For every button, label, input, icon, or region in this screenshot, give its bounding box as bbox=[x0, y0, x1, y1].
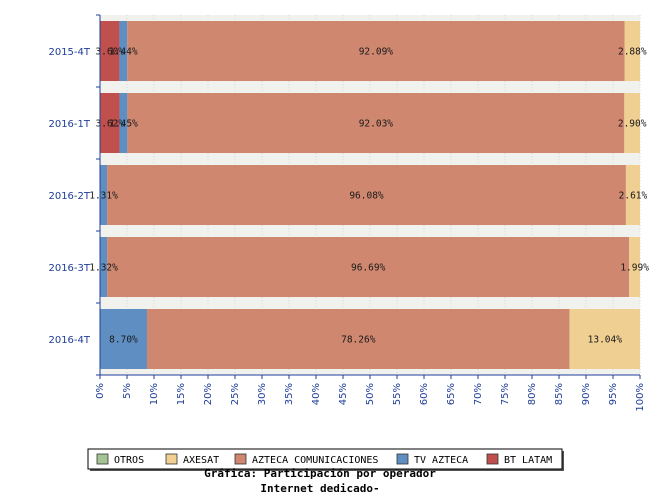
bar-axesat-2016-1t bbox=[624, 93, 640, 153]
x-tick-label: 40% bbox=[311, 383, 322, 405]
x-tick-label: 15% bbox=[176, 383, 187, 405]
bar-tv-azteca-2015-4t bbox=[119, 21, 128, 81]
x-tick-label: 55% bbox=[392, 383, 403, 405]
data-label: 13.04% bbox=[588, 335, 623, 346]
x-tick-label: 95% bbox=[608, 383, 619, 405]
data-label: 1.99% bbox=[620, 263, 649, 274]
bars-layer bbox=[100, 21, 641, 369]
legend-swatch bbox=[96, 453, 109, 465]
tick-labels-layer: 0% 5% 10% 15% 20% 25% 30% 35% 40% 45% 50% 55% 60% 65%… bbox=[95, 383, 646, 412]
bar-tv-azteca-2016-4t bbox=[100, 309, 147, 369]
x-tick-label: 10% bbox=[149, 383, 160, 405]
bar-axesat-2016-3t bbox=[629, 237, 640, 297]
legend-swatch bbox=[396, 453, 409, 465]
data-label: 96.69% bbox=[351, 263, 386, 274]
bar-axesat-2016-2t bbox=[625, 165, 640, 225]
bar-azteca-comunicaciones-2016-3t bbox=[107, 237, 630, 297]
legend-swatch bbox=[234, 453, 247, 465]
bar-tv-azteca-2016-2t bbox=[100, 165, 108, 225]
data-label: 92.03% bbox=[359, 119, 394, 130]
bar-tv-azteca-2016-3t bbox=[100, 237, 108, 297]
x-tick-label: 65% bbox=[446, 383, 457, 405]
legend-box bbox=[87, 448, 563, 470]
bar-bt-latam-2016-1t bbox=[100, 93, 120, 153]
data-label: 96.08% bbox=[349, 191, 384, 202]
category-labels-layer: 2015-4T 2016-1T 2016-2T 2016-3T 2016-4T bbox=[48, 47, 90, 346]
axes-layer bbox=[96, 14, 641, 379]
bar-azteca-comunicaciones-2015-4t bbox=[127, 21, 625, 81]
bar-bt-latam-2015-4t bbox=[100, 21, 120, 81]
x-tick-label: 45% bbox=[338, 383, 349, 405]
legend-label: AXESAT bbox=[183, 455, 219, 466]
bar-azteca-comunicaciones-2016-4t bbox=[146, 309, 570, 369]
data-label: 3.60% bbox=[95, 47, 124, 58]
category-label: 2016-2T bbox=[48, 191, 90, 202]
category-label: 2016-4T bbox=[48, 335, 90, 346]
x-tick-label: 5% bbox=[122, 383, 133, 399]
bar-tv-azteca-2016-1t bbox=[119, 93, 128, 153]
legend: OTROS AXESAT AZTECA COMUNICACIONES TV AZTEC… bbox=[87, 448, 564, 471]
data-label: 8.70% bbox=[109, 335, 138, 346]
chart-title: Gráfica: Participación por operador bbox=[204, 467, 436, 480]
chart-subtitle: Internet dedicado- bbox=[260, 482, 379, 495]
data-label: 2.88% bbox=[618, 47, 647, 58]
data-label: 1.44% bbox=[109, 47, 138, 58]
bar-axesat-2016-4t bbox=[569, 309, 640, 369]
legend-label: OTROS bbox=[114, 455, 144, 466]
bar-azteca-comunicaciones-2016-2t bbox=[107, 165, 626, 225]
legend-swatch bbox=[165, 453, 178, 465]
data-label: 2.90% bbox=[618, 119, 647, 130]
x-tick-label: 60% bbox=[419, 383, 430, 405]
category-label: 2015-4T bbox=[48, 47, 90, 58]
data-label: 1.32% bbox=[89, 263, 118, 274]
bar-axesat-2015-4t bbox=[624, 21, 641, 81]
legend-label: AZTECA COMUNICACIONES bbox=[252, 455, 378, 466]
x-tick-label: 85% bbox=[554, 383, 565, 405]
x-tick-label: 90% bbox=[581, 383, 592, 405]
legend-swatch bbox=[486, 453, 499, 465]
x-tick-label: 25% bbox=[230, 383, 241, 405]
x-tick-label: 20% bbox=[203, 383, 214, 405]
x-tick-label: 35% bbox=[284, 383, 295, 405]
x-tick-label: 30% bbox=[257, 383, 268, 405]
data-label: 2.61% bbox=[619, 191, 648, 202]
category-label: 2016-3T bbox=[48, 263, 90, 274]
data-label: 1.31% bbox=[89, 191, 118, 202]
x-tick-label: 70% bbox=[473, 383, 484, 405]
category-label: 2016-1T bbox=[48, 119, 90, 130]
data-label: 3.62% bbox=[95, 119, 124, 130]
data-labels-layer: 3.60%1.44% 92.09% 2.88% 3.62%1.45% 92.03% 2.9… bbox=[89, 47, 649, 346]
x-tick-label: 0% bbox=[95, 383, 106, 399]
x-tick-label: 50% bbox=[365, 383, 376, 405]
data-label: 78.26% bbox=[341, 335, 376, 346]
x-tick-label: 75% bbox=[500, 383, 511, 405]
data-label: 92.09% bbox=[359, 47, 394, 58]
x-tick-label: 80% bbox=[527, 383, 538, 405]
bar-azteca-comunicaciones-2016-1t bbox=[127, 93, 625, 153]
x-tick-label: 100% bbox=[635, 383, 646, 412]
legend-label: BT LATAM bbox=[504, 455, 552, 466]
data-label: 1.45% bbox=[109, 119, 138, 130]
legend-label: TV AZTECA bbox=[414, 455, 468, 466]
